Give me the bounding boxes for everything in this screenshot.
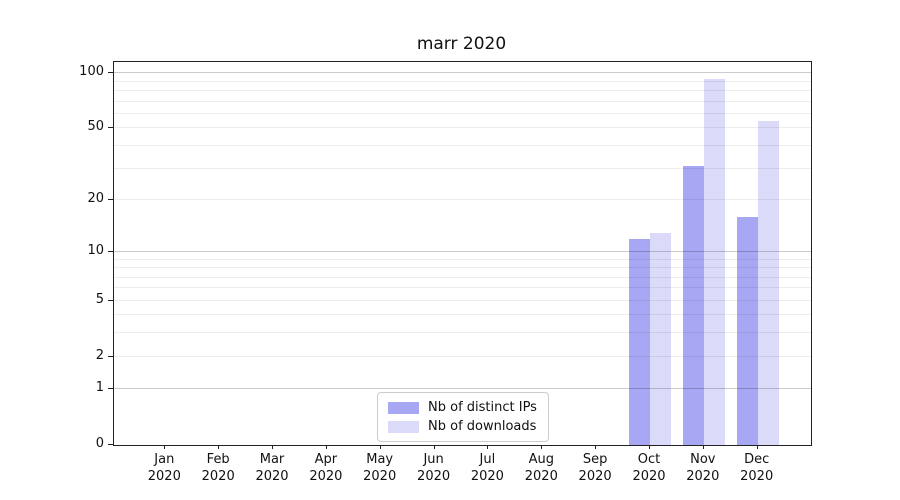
y-tick-mark xyxy=(108,250,113,252)
gridline xyxy=(114,80,811,82)
x-tick-label: Sep 2020 xyxy=(578,452,612,484)
gridline xyxy=(114,145,811,146)
x-tick-mark xyxy=(433,445,435,449)
x-tick-mark xyxy=(218,445,220,449)
x-tick-label: Nov 2020 xyxy=(686,452,720,484)
plot-area: Nb of distinct IPs Nb of downloads xyxy=(113,61,812,446)
gridline xyxy=(114,267,811,269)
x-tick-label: Mar 2020 xyxy=(255,452,289,484)
gridline xyxy=(114,100,811,102)
gridline xyxy=(114,258,811,260)
legend-label: Nb of distinct IPs xyxy=(428,400,537,415)
y-tick-mark xyxy=(108,198,113,200)
legend-item: Nb of downloads xyxy=(388,419,537,434)
x-tick-label: Apr 2020 xyxy=(309,452,343,484)
gridline xyxy=(114,250,811,252)
y-tick-label: 2 xyxy=(95,347,104,363)
chart-title: marr 2020 xyxy=(416,34,507,54)
y-tick-label: 5 xyxy=(95,291,104,307)
x-tick-mark xyxy=(272,445,273,449)
y-tick-label: 100 xyxy=(79,64,104,80)
y-tick-mark xyxy=(108,388,113,390)
y-tick-mark xyxy=(108,299,113,301)
legend-item: Nb of distinct IPs xyxy=(388,400,537,415)
x-tick-mark xyxy=(379,445,381,449)
legend-swatch xyxy=(388,401,419,414)
x-tick-label: May 2020 xyxy=(363,452,397,484)
y-tick-label: 1 xyxy=(95,380,104,396)
x-tick-label: Feb 2020 xyxy=(201,452,235,484)
gridline xyxy=(114,299,811,301)
x-tick-label: Oct 2020 xyxy=(632,452,666,484)
gridline xyxy=(114,113,811,114)
gridline xyxy=(114,314,811,316)
y-tick-label: 20 xyxy=(87,190,104,206)
y-tick-mark xyxy=(108,72,113,74)
gridline xyxy=(114,127,811,129)
x-tick-mark xyxy=(756,445,758,449)
legend: Nb of distinct IPs Nb of downloads xyxy=(377,392,549,442)
x-tick-mark xyxy=(487,445,489,449)
legend-swatch xyxy=(388,420,419,433)
x-tick-mark xyxy=(702,445,704,449)
y-tick-mark xyxy=(108,127,113,129)
y-tick-label: 0 xyxy=(95,436,104,451)
y-tick-label: 10 xyxy=(87,242,104,258)
gridline xyxy=(114,167,811,169)
gridline xyxy=(114,72,811,74)
gridline xyxy=(114,388,811,390)
bar xyxy=(703,79,725,445)
gridline xyxy=(114,198,811,200)
x-tick-label: Jan 2020 xyxy=(147,452,181,484)
y-tick-mark xyxy=(108,355,113,357)
bar xyxy=(650,232,671,445)
x-tick-mark xyxy=(595,445,597,449)
x-tick-mark xyxy=(649,445,650,449)
x-tick-mark xyxy=(541,445,543,449)
x-tick-label: Jun 2020 xyxy=(417,452,451,484)
gridline xyxy=(114,355,811,357)
x-tick-label: Dec 2020 xyxy=(740,452,774,484)
x-tick-label: Aug 2020 xyxy=(524,452,558,484)
gridline xyxy=(114,90,811,92)
bar xyxy=(736,216,758,445)
y-tick-label: 50 xyxy=(87,119,104,135)
bar xyxy=(757,120,779,445)
x-tick-label: Jul 2020 xyxy=(470,452,504,484)
x-tick-mark xyxy=(325,445,327,449)
bar xyxy=(629,238,650,445)
legend-label: Nb of downloads xyxy=(428,419,537,434)
gridline xyxy=(114,287,811,289)
x-tick-mark xyxy=(164,445,166,449)
y-tick-mark xyxy=(108,444,113,445)
bar xyxy=(682,165,704,445)
gridline xyxy=(114,332,811,334)
gridline xyxy=(114,276,811,278)
